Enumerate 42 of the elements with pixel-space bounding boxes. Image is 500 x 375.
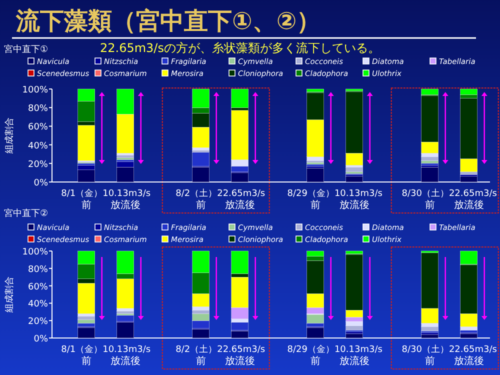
x-tick-label: 放流後 — [454, 355, 484, 367]
y-tick-label: 20% — [28, 317, 48, 328]
x-tick-label: 前 — [196, 355, 206, 367]
x-tick-label: 前 — [310, 199, 320, 211]
text: 8/2（土）22.65m3/s — [176, 188, 266, 199]
chart-subtitle: 22.65m3/sの方が、糸状藻類が多く流下している。 — [100, 41, 380, 55]
x-tick-label: 前 — [424, 355, 435, 367]
x-tick-label: 前 — [424, 199, 435, 211]
x-tick-label: 放流後 — [339, 355, 370, 367]
y-tick-label: 0% — [34, 334, 48, 344]
y-tick-label: 80% — [28, 104, 48, 114]
y-tick-label: 40% — [28, 141, 48, 152]
x-tick-label: 前 — [196, 199, 206, 211]
y-tick-label: 60% — [28, 122, 48, 133]
text: 8/1（金）10.13m3/s — [61, 344, 151, 355]
x-tick-label: 放流後 — [224, 355, 255, 367]
y-tick-label: 100% — [22, 86, 48, 96]
x-tick-label: 前 — [81, 199, 92, 211]
y-tick-label: 80% — [28, 264, 48, 275]
y-axis-title: 組成割合 — [4, 118, 15, 154]
text: 宮中直下① — [4, 44, 48, 55]
x-tick-label: 放流後 — [224, 199, 255, 211]
y-tick-label: 20% — [28, 160, 48, 170]
y-axis-title: 組成割合 — [4, 276, 15, 314]
text: 8/30（土）22.65m3/s — [402, 188, 498, 199]
y-tick-label: 0% — [34, 178, 48, 188]
y-tick-label: 40% — [28, 300, 48, 310]
y-tick-label: 100% — [22, 248, 48, 258]
x-tick-label: 放流後 — [454, 199, 484, 211]
x-tick-label: 前 — [81, 355, 92, 367]
text: 8/2（土）22.65m3/s — [176, 344, 266, 355]
x-tick-label: 放流後 — [110, 199, 140, 211]
text: 8/29（金）10.13m3/s — [287, 188, 383, 199]
text: 8/29（金）10.13m3/s — [287, 344, 383, 355]
x-tick-label: 放流後 — [339, 199, 370, 211]
text: 8/30（土）22.65m3/s — [402, 344, 498, 355]
text: 宮中直下② — [4, 208, 48, 219]
x-tick-label: 前 — [310, 355, 320, 367]
x-tick-label: 放流後 — [110, 355, 140, 367]
text: 8/1（金）10.13m3/s — [61, 188, 151, 199]
y-tick-label: 60% — [28, 282, 48, 292]
chart-title: 流下藻類（宮中直下①、②） — [15, 7, 321, 35]
